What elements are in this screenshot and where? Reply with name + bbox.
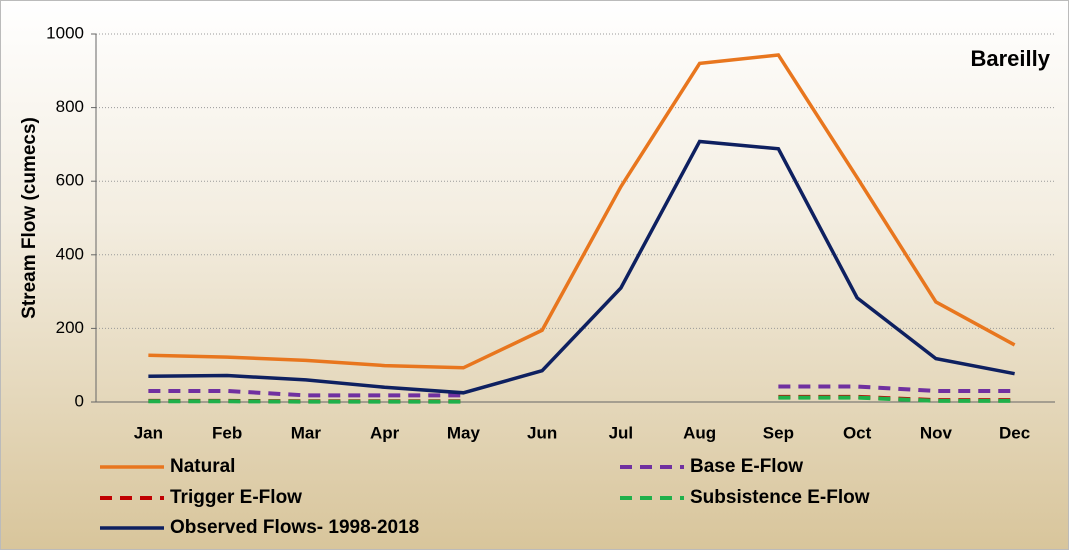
y-tick-label: 400 (56, 244, 84, 263)
y-axis-label: Stream Flow (cumecs) (19, 117, 40, 319)
y-tick-label: 0 (75, 391, 84, 410)
series-line (148, 53, 1016, 370)
x-tick-label: Oct (843, 423, 872, 442)
series-line (148, 388, 464, 398)
legend-label: Observed Flows- 1998-2018 (170, 517, 419, 538)
legend-label: Trigger E-Flow (170, 487, 302, 508)
x-tick-label: Aug (683, 423, 716, 442)
x-tick-label: Dec (999, 423, 1030, 442)
legend-label: Subsistence E-Flow (690, 487, 870, 508)
x-tick-label: Mar (291, 423, 322, 442)
series-line (148, 139, 1015, 395)
y-tick-label: 600 (56, 171, 84, 190)
chart-title: Bareilly (971, 46, 1051, 71)
x-tick-label: Jan (134, 423, 163, 442)
legend-label: Natural (170, 456, 235, 477)
y-tick-label: 800 (56, 97, 84, 116)
y-tick-label: 1000 (46, 23, 84, 42)
legend-label: Base E-Flow (690, 456, 803, 477)
x-tick-label: Sep (763, 423, 794, 442)
y-tick-label: 200 (56, 318, 84, 337)
x-tick-label: May (447, 423, 481, 442)
x-tick-label: Jun (527, 423, 557, 442)
x-tick-label: Nov (920, 423, 953, 442)
x-tick-label: Apr (370, 423, 400, 442)
x-tick-label: Jul (609, 423, 634, 442)
x-tick-label: Feb (212, 423, 242, 442)
